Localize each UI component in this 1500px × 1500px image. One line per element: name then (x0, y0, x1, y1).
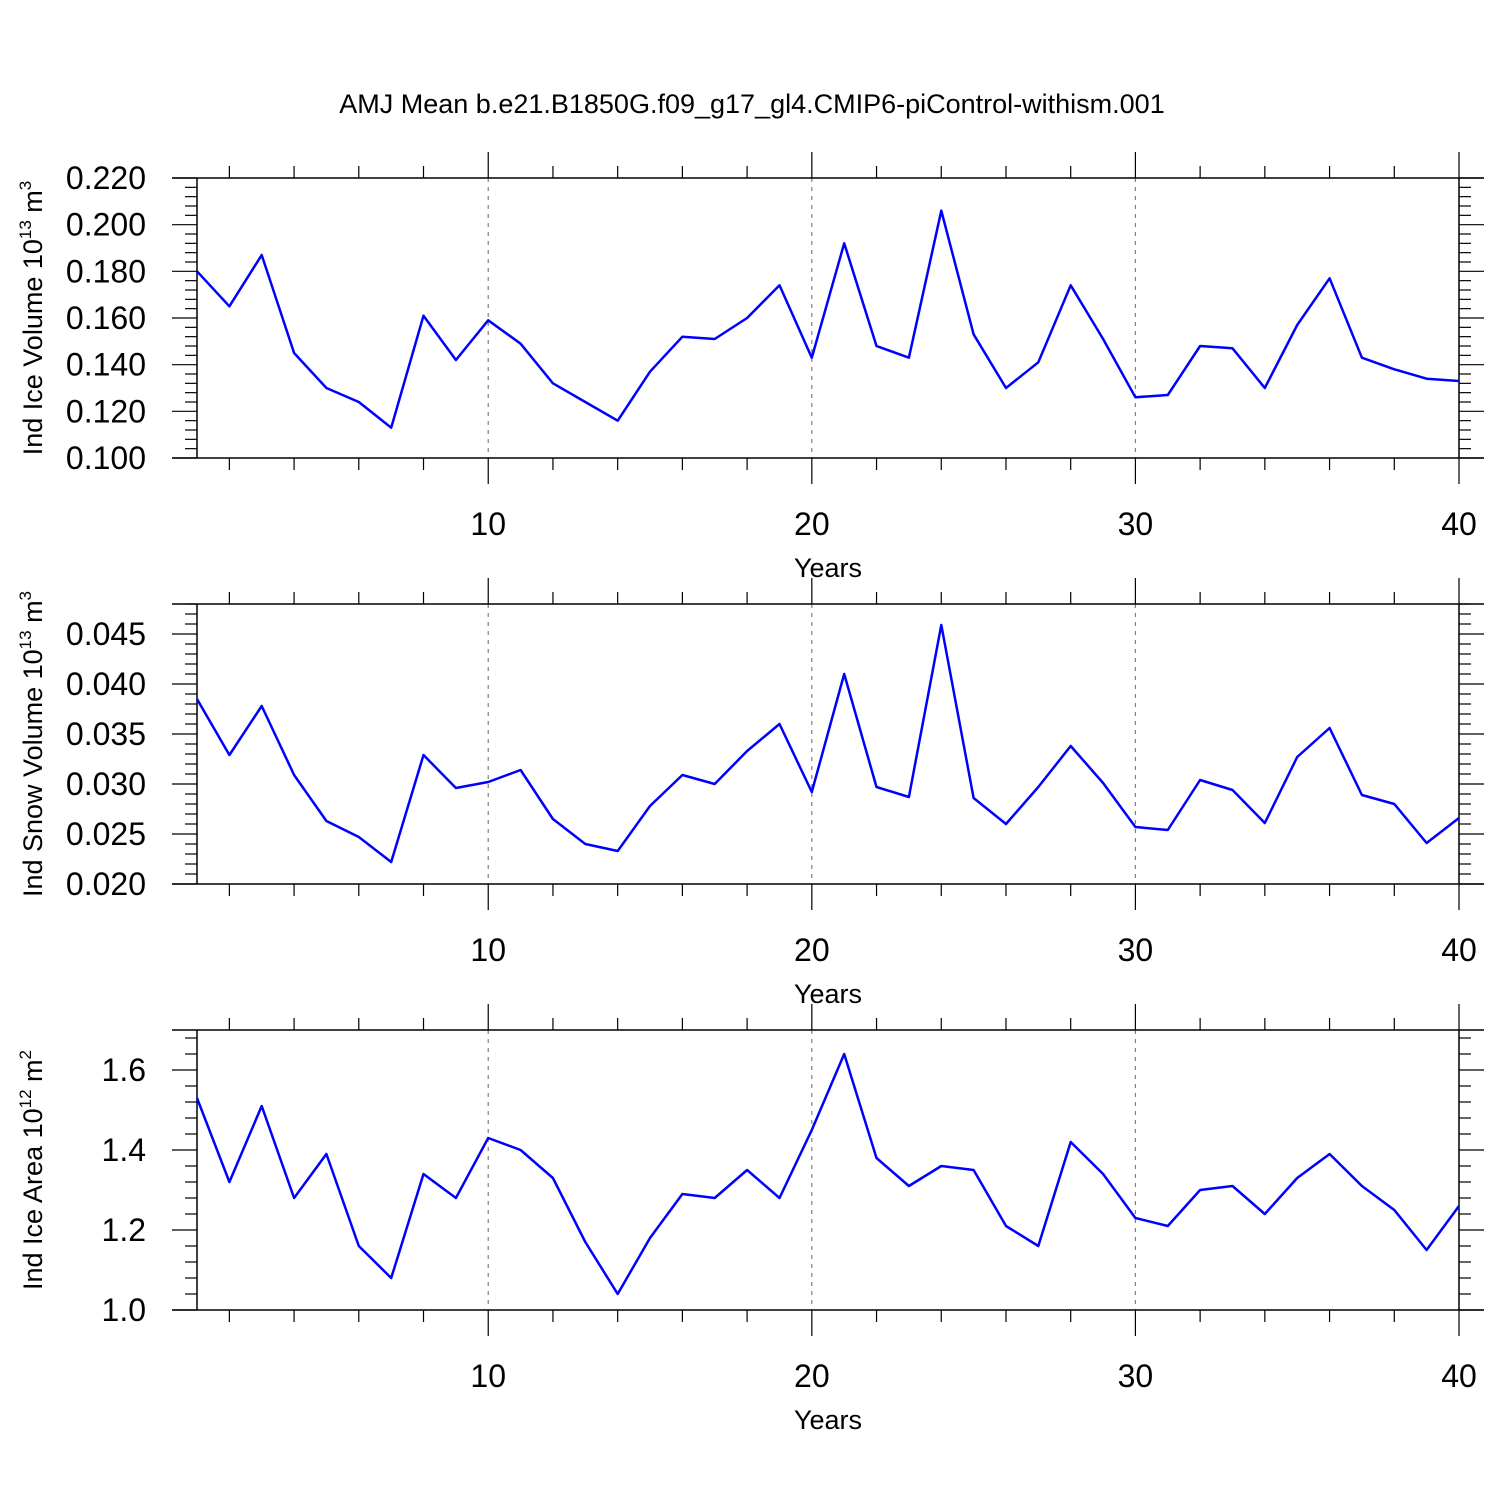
x-tick-label: 30 (1118, 1358, 1154, 1394)
x-axis-label: Years (794, 553, 862, 583)
y-tick-label: 0.040 (66, 666, 146, 702)
y-tick-label: 0.180 (66, 253, 146, 289)
y-tick-label: 0.120 (66, 393, 146, 429)
y-tick-label: 0.035 (66, 716, 146, 752)
y-tick-label: 0.140 (66, 347, 146, 383)
x-tick-label: 20 (794, 932, 830, 968)
y-tick-label: 1.2 (102, 1212, 146, 1248)
series-line (195, 1052, 1461, 1296)
x-tick-label: 40 (1441, 506, 1477, 542)
y-axis-label: Ind Snow Volume 1013 m3 (16, 591, 48, 897)
y-tick-label: 1.0 (102, 1292, 146, 1328)
y-axis-label: Ind Ice Volume 1013 m3 (16, 181, 48, 456)
x-tick-label: 20 (794, 506, 830, 542)
y-tick-label: 0.200 (66, 207, 146, 243)
y-axis-label: Ind Ice Area 1012 m2 (16, 1050, 48, 1290)
x-axis-label: Years (794, 979, 862, 1009)
panel-bottom: 10 20 30 40 Years 1.0 1.2 1.4 1.6 Ind Ice Area 10… (16, 1004, 1484, 1435)
panel-top: 10 20 30 40 Years 0.100 0.120 0.140 0.160 0.180 0.… (16, 152, 1484, 583)
y-tick-label: 0.030 (66, 766, 146, 802)
panel-middle: 10 20 30 40 Years 0.020 0.025 0.030 0.035 0.040 0.… (16, 578, 1484, 1009)
y-tick-label: 0.025 (66, 816, 146, 852)
series-line (195, 623, 1460, 864)
x-tick-label: 10 (470, 506, 506, 542)
x-tick-label: 30 (1118, 506, 1154, 542)
x-tick-label: 40 (1441, 1358, 1477, 1394)
x-tick-label: 30 (1118, 932, 1154, 968)
y-tick-label: 0.220 (66, 160, 146, 196)
chart-title: AMJ Mean b.e21.B1850G.f09_g17_gl4.CMIP6-… (339, 89, 1164, 119)
x-axis-label: Years (794, 1405, 862, 1435)
y-tick-label: 1.6 (102, 1052, 146, 1088)
y-tick-label: 0.020 (66, 866, 146, 902)
y-tick-label: 0.160 (66, 300, 146, 336)
x-tick-label: 10 (470, 932, 506, 968)
x-tick-label: 20 (794, 1358, 830, 1394)
y-tick-label: 1.4 (102, 1132, 146, 1168)
y-tick-label: 0.045 (66, 616, 146, 652)
y-tick-label: 0.100 (66, 440, 146, 476)
x-tick-label: 40 (1441, 932, 1477, 968)
series-line (196, 209, 1460, 429)
x-tick-label: 10 (470, 1358, 506, 1394)
